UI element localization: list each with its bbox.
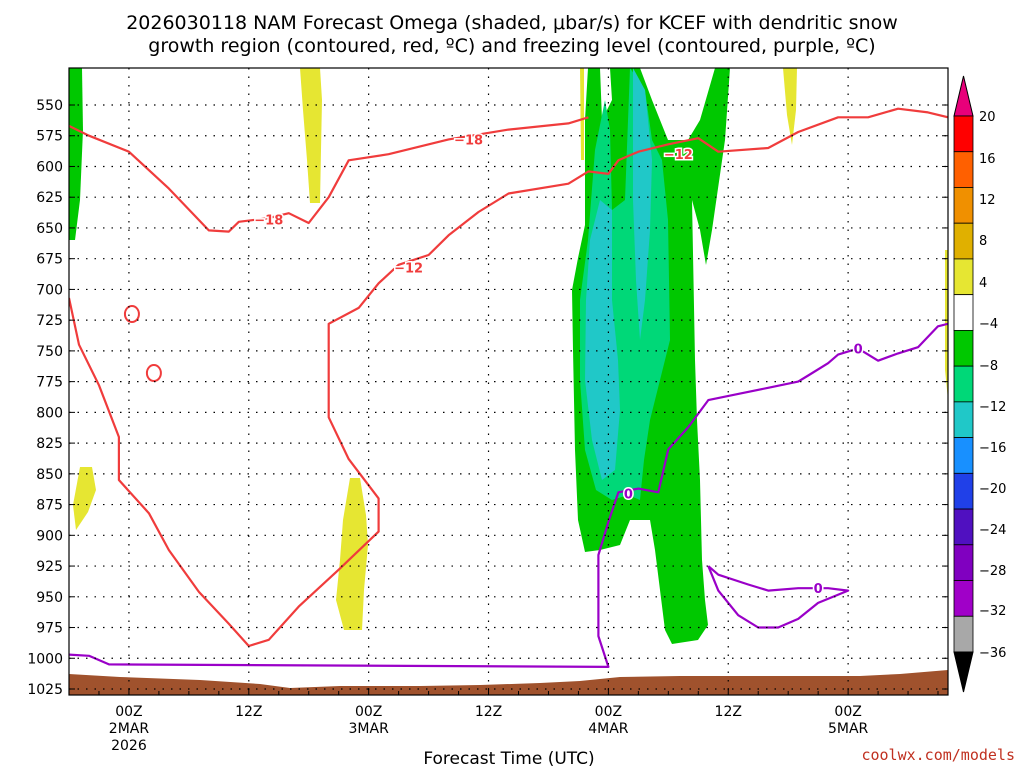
colorbar-label: 16: [979, 152, 996, 167]
colorbar-swatch: [953, 329, 974, 367]
x-tick-label: 12Z: [715, 704, 742, 720]
x-tick-label: 00Z: [115, 704, 142, 720]
y-tick-label: 775: [36, 375, 63, 391]
contour-label: 0: [854, 342, 863, 357]
colorbar-label: −12: [979, 400, 1006, 415]
y-tick-label: 650: [36, 221, 63, 237]
colorbar-label: 20: [979, 110, 996, 125]
x-axis-label: Forecast Time (UTC): [423, 749, 594, 768]
colorbar-top-arrow: [953, 75, 974, 117]
x-tick-label: 00Z: [595, 704, 622, 720]
colorbar-swatch: [953, 258, 974, 296]
contour-label: 0: [624, 488, 633, 503]
y-tick-label: 625: [36, 190, 63, 206]
omega-shade-yellow: [580, 68, 584, 160]
colorbar-label: 4: [979, 276, 987, 291]
contour-label: 0: [814, 582, 823, 597]
y-tick-label: 925: [36, 559, 63, 575]
colorbar-swatch: [953, 115, 974, 153]
y-tick-label: 575: [36, 129, 63, 145]
x-tick-label: 00Z: [834, 704, 861, 720]
y-tick-label: 825: [36, 436, 63, 452]
colorbar-swatch: [953, 508, 974, 546]
x-tick-label: 12Z: [235, 704, 262, 720]
y-tick-label: 850: [36, 467, 63, 483]
y-tick-label: 900: [36, 528, 63, 544]
colorbar-swatch: [953, 544, 974, 581]
colorbar-swatch: [953, 437, 974, 474]
contour-line: [69, 107, 948, 648]
y-tick-label: 700: [36, 282, 63, 298]
x-tick-label: 2MAR: [109, 721, 150, 737]
y-axis: 550 575 600 625 650 675 700 725 750 775 800 825 850 8…: [27, 98, 948, 698]
x-tick-label: 00Z: [355, 704, 382, 720]
contour-label: −12: [394, 261, 423, 276]
colorbar-swatch: [953, 151, 974, 188]
colorbar-bottom-arrow: [953, 651, 974, 693]
y-tick-label: 1000: [27, 651, 63, 667]
colorbar-swatch: [953, 615, 974, 653]
contour-label: −12: [664, 148, 693, 163]
chart-title-line2: growth region (contoured, red, ºC) and f…: [148, 35, 875, 57]
omega-shade-cyan: [585, 200, 620, 480]
colorbar-label: 8: [979, 234, 987, 249]
colorbar-swatch: [953, 187, 974, 224]
x-tick-label: 3MAR: [349, 721, 390, 737]
credit-text: coolwx.com/models: [861, 746, 1015, 764]
colorbar-swatch: [953, 365, 974, 403]
omega-shade-yellow: [336, 478, 368, 630]
contour-loop: [145, 364, 162, 383]
y-tick-label: 875: [36, 498, 63, 514]
colorbar-label: −8: [979, 359, 998, 374]
y-tick-label: 800: [36, 405, 63, 421]
contour-line: [707, 565, 850, 629]
colorbar-label: −24: [979, 523, 1006, 538]
y-tick-label: 950: [36, 590, 63, 606]
y-tick-label: 1025: [27, 682, 63, 698]
contour-labels: −18 −18 −12 −12 0 0 0: [253, 132, 864, 599]
omega-shade-yellow: [73, 467, 96, 530]
x-tick-label: 5MAR: [828, 721, 869, 737]
colorbar-swatch: [953, 580, 974, 617]
colorbar-swatch: [953, 401, 974, 439]
plot-area: −18 −18 −12 −12 0 0 0: [69, 68, 948, 695]
colorbar-label: −28: [979, 564, 1006, 579]
y-tick-label: 725: [36, 313, 63, 329]
x-tick-label: 12Z: [475, 704, 502, 720]
colorbar-label: −32: [979, 604, 1006, 619]
colorbar-swatch: [953, 472, 974, 510]
colorbar-label: 12: [979, 193, 996, 208]
contour-label: −18: [454, 133, 483, 148]
chart-title-line1: 2026030118 NAM Forecast Omega (shaded, μ…: [126, 12, 898, 34]
x-tick-label: 2026: [111, 738, 147, 754]
y-tick-label: 750: [36, 344, 63, 360]
colorbar: 20 16 12 8 4 −4 −8 −12 −16 −20 −24 −28 −32 −36: [953, 75, 1006, 693]
colorbar-swatch: [953, 294, 974, 331]
y-tick-label: 550: [36, 98, 63, 114]
colorbar-label: −16: [979, 441, 1006, 456]
contour-loop: [123, 305, 140, 324]
contour-label: −18: [254, 213, 283, 228]
y-tick-label: 975: [36, 621, 63, 637]
plot-background: [69, 68, 948, 695]
colorbar-swatch: [953, 222, 974, 260]
omega-shade-yellow: [300, 68, 322, 203]
colorbar-label: −20: [979, 482, 1006, 497]
x-tick-label: 4MAR: [588, 721, 629, 737]
colorbar-label: −36: [979, 646, 1006, 661]
y-tick-label: 675: [36, 252, 63, 268]
omega-shade-yellow: [783, 68, 797, 145]
colorbar-label: −4: [979, 317, 998, 332]
y-tick-label: 600: [36, 159, 63, 175]
contour-line: [69, 322, 948, 668]
